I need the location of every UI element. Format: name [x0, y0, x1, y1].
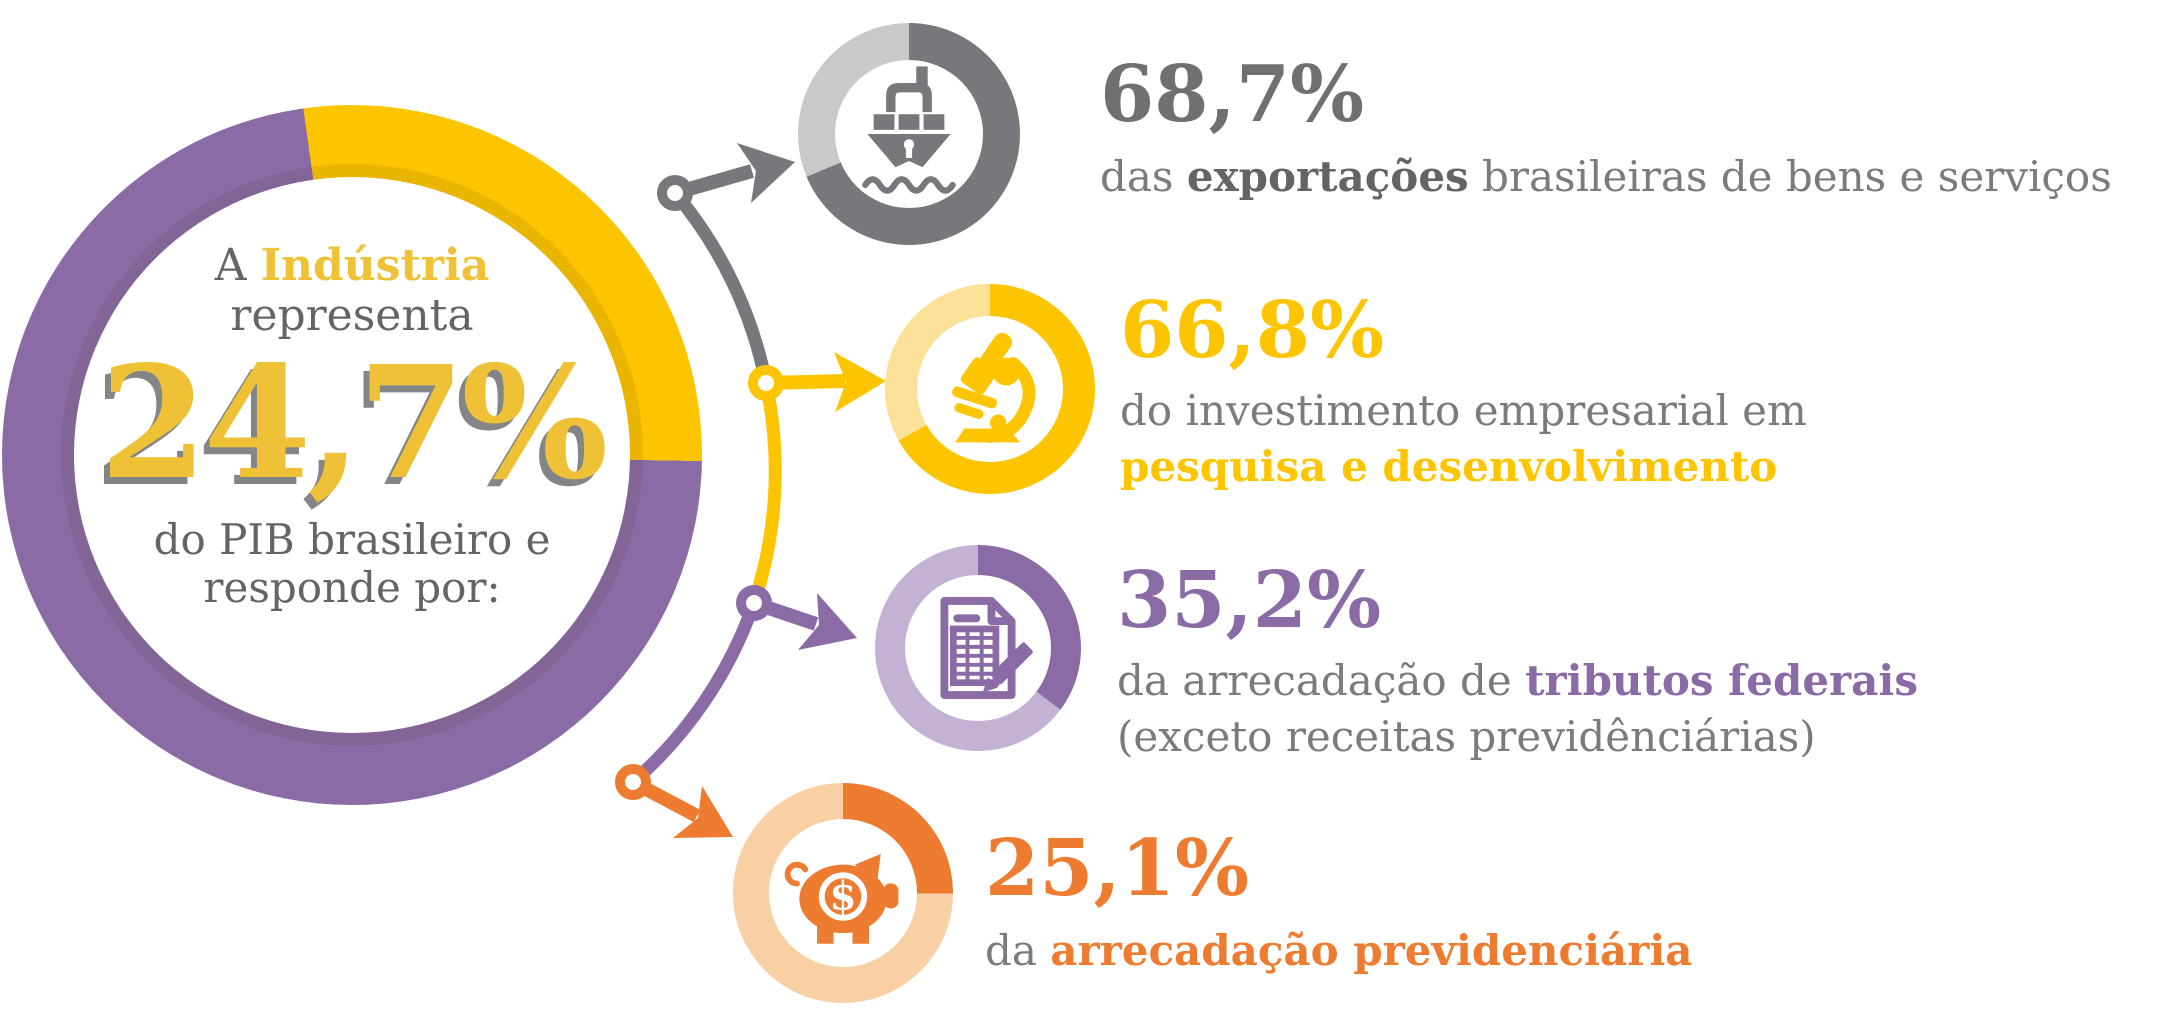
piggy-bank-icon: $: [784, 854, 899, 944]
main-donut-hole: [74, 177, 630, 733]
intro-line: A Indústria: [74, 240, 630, 291]
main-value: 24,7%: [99, 331, 609, 514]
stat-text-social-security: 25,1% da arrecadação previdenciária: [985, 830, 1693, 972]
arrow-research: [765, 352, 886, 412]
stat-desc-line1: do investimento empresarial em: [1120, 386, 1807, 435]
desc-post: brasileiras de bens e serviços: [1468, 152, 2112, 201]
stat-value: 68,7%: [1100, 49, 1365, 140]
stat-hole-research: [917, 316, 1063, 462]
node-purple: [736, 585, 772, 621]
desc-pre: da arrecadação de: [1117, 656, 1526, 705]
connector-arc-gray: [670, 188, 773, 385]
desc-accent: arrecadação previdenciária: [1050, 926, 1693, 975]
intro-highlight: Indústria: [260, 240, 490, 291]
stat-value: 66,8%: [1120, 285, 1385, 376]
stat-value: 25,1%: [985, 823, 1250, 914]
desc-pre: das: [1100, 152, 1187, 201]
stat-desc-line2: pesquisa e desenvolvimento: [1120, 442, 1778, 491]
cargo-ship-icon: [862, 66, 956, 194]
spreadsheet-pencil-icon: [940, 597, 1033, 699]
stat-desc-line1: da arrecadação de tributos federais: [1117, 660, 1918, 702]
stat-text-exports: 68,7% das exportações brasileiras de ben…: [1100, 56, 2112, 198]
desc-pre: da: [985, 926, 1051, 975]
stat-desc-line2: (exceto receitas previdênciárias): [1117, 712, 1816, 761]
outro-line2: responde por:: [203, 563, 501, 612]
stat-desc: da arrecadação previdenciária: [985, 930, 1693, 972]
stat-desc: das exportações brasileiras de bens e se…: [1100, 156, 2112, 198]
stat-hole-social-security: $: [769, 819, 917, 967]
outro-line1: do PIB brasileiro e: [153, 515, 551, 564]
intro-line2: representa: [230, 290, 474, 341]
node-yellow: [748, 365, 784, 401]
stat-text-research: 66,8% do investimento empresarial em pes…: [1120, 292, 1807, 488]
stat-hole-taxes: [905, 575, 1051, 721]
stat-text-taxes: 35,2% da arrecadação de tributos federai…: [1117, 562, 1918, 758]
stat-value: 35,2%: [1117, 555, 1382, 646]
arrow-exports: [673, 143, 795, 203]
node-gray: [657, 175, 693, 211]
connector-arc-purple: [628, 600, 761, 787]
dollar-sign: $: [829, 874, 856, 920]
intro-prefix: A: [214, 240, 261, 291]
connector-arc-yellow: [747, 381, 782, 606]
node-orange: [615, 764, 651, 800]
microscope-icon: [952, 332, 1036, 443]
stat-hole-exports: [835, 60, 983, 208]
desc-accent: tributos federais: [1525, 656, 1918, 705]
desc-bold: exportações: [1186, 152, 1469, 201]
